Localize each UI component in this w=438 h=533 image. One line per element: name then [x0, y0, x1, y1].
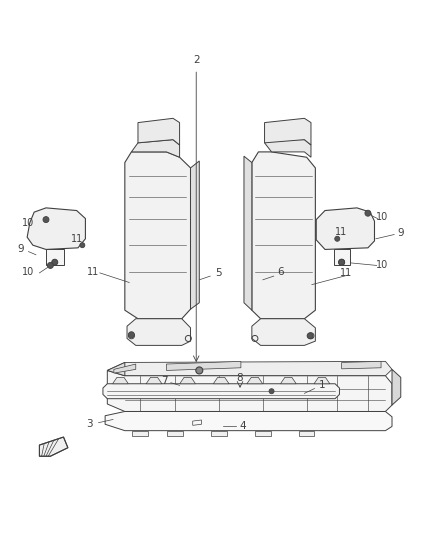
Polygon shape — [191, 161, 199, 309]
Polygon shape — [342, 361, 381, 369]
Polygon shape — [125, 152, 191, 319]
Circle shape — [52, 259, 58, 265]
Polygon shape — [244, 156, 252, 310]
Circle shape — [128, 332, 134, 338]
Polygon shape — [252, 319, 315, 345]
Polygon shape — [105, 411, 392, 431]
Circle shape — [307, 333, 313, 339]
Polygon shape — [314, 377, 330, 384]
Text: 2: 2 — [193, 55, 200, 64]
Polygon shape — [166, 361, 241, 370]
Text: 11: 11 — [340, 268, 352, 278]
Text: 6: 6 — [277, 267, 284, 277]
Polygon shape — [180, 377, 195, 384]
Polygon shape — [46, 249, 64, 265]
Polygon shape — [316, 208, 374, 249]
Polygon shape — [103, 384, 339, 399]
Text: 3: 3 — [86, 419, 93, 429]
Polygon shape — [280, 377, 296, 384]
Circle shape — [339, 259, 345, 265]
Circle shape — [269, 389, 274, 394]
Text: 9: 9 — [397, 229, 404, 238]
Text: 8: 8 — [237, 374, 244, 383]
Polygon shape — [114, 364, 136, 373]
Polygon shape — [392, 369, 401, 405]
Polygon shape — [211, 431, 227, 436]
Polygon shape — [107, 361, 392, 376]
Polygon shape — [107, 362, 125, 376]
Polygon shape — [127, 319, 191, 345]
Polygon shape — [299, 431, 314, 436]
Text: 1: 1 — [318, 380, 325, 390]
Text: 9: 9 — [18, 245, 25, 254]
Polygon shape — [27, 208, 85, 249]
Polygon shape — [213, 377, 229, 384]
Circle shape — [335, 236, 340, 241]
Polygon shape — [107, 370, 392, 411]
Text: 11: 11 — [335, 227, 347, 237]
Text: 11: 11 — [71, 234, 83, 244]
Polygon shape — [132, 431, 148, 436]
Polygon shape — [252, 152, 315, 319]
Text: 10: 10 — [376, 213, 388, 222]
Polygon shape — [131, 140, 180, 157]
Polygon shape — [167, 431, 183, 436]
Text: 10: 10 — [22, 218, 35, 228]
Polygon shape — [146, 377, 162, 384]
Polygon shape — [39, 437, 68, 456]
Text: 10: 10 — [376, 261, 388, 270]
Circle shape — [196, 367, 203, 374]
Polygon shape — [334, 249, 350, 265]
Text: 7: 7 — [161, 376, 168, 386]
Polygon shape — [265, 118, 311, 145]
Text: 10: 10 — [22, 267, 35, 277]
Polygon shape — [265, 140, 311, 157]
Text: 5: 5 — [215, 268, 222, 278]
Polygon shape — [113, 377, 128, 384]
Polygon shape — [247, 377, 263, 384]
Polygon shape — [255, 431, 271, 436]
Text: 4: 4 — [240, 422, 247, 431]
Circle shape — [339, 259, 345, 265]
Text: 11: 11 — [87, 267, 99, 277]
Circle shape — [80, 243, 85, 248]
Circle shape — [43, 216, 49, 223]
Polygon shape — [138, 118, 180, 145]
Circle shape — [365, 210, 371, 216]
Circle shape — [47, 262, 53, 269]
